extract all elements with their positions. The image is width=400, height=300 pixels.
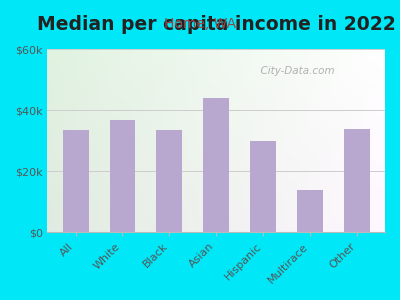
- Title: Median per capita income in 2022: Median per capita income in 2022: [37, 15, 396, 34]
- Bar: [156, 130, 182, 232]
- Text: City-Data.com: City-Data.com: [254, 66, 334, 76]
- Bar: [110, 119, 135, 232]
- Bar: [63, 130, 88, 232]
- Bar: [297, 190, 323, 232]
- Text: Home, WA: Home, WA: [164, 17, 236, 32]
- Bar: [203, 98, 229, 232]
- Bar: [250, 141, 276, 232]
- Bar: [344, 129, 370, 232]
